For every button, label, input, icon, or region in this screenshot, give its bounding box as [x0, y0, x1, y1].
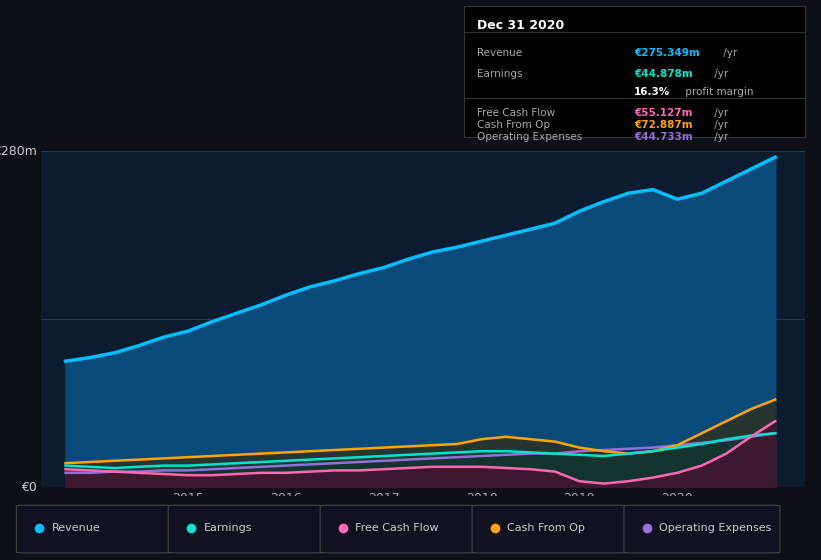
Text: €44.878m: €44.878m — [635, 69, 693, 79]
Text: Cash From Op: Cash From Op — [478, 120, 551, 130]
Text: /yr: /yr — [710, 132, 727, 142]
FancyBboxPatch shape — [168, 505, 324, 553]
Text: €0: €0 — [21, 480, 37, 494]
Text: Cash From Op: Cash From Op — [507, 523, 585, 533]
FancyBboxPatch shape — [16, 505, 172, 553]
Text: Revenue: Revenue — [478, 48, 523, 58]
Text: Operating Expenses: Operating Expenses — [659, 523, 772, 533]
Text: Revenue: Revenue — [52, 523, 100, 533]
Text: €280m: €280m — [0, 144, 37, 158]
Text: Earnings: Earnings — [204, 523, 252, 533]
Text: €72.887m: €72.887m — [635, 120, 693, 130]
Text: profit margin: profit margin — [682, 87, 754, 97]
Text: Dec 31 2020: Dec 31 2020 — [478, 18, 565, 32]
Text: /yr: /yr — [710, 69, 727, 79]
Text: /yr: /yr — [720, 48, 737, 58]
FancyBboxPatch shape — [472, 505, 628, 553]
Text: €55.127m: €55.127m — [635, 108, 693, 118]
Text: €44.733m: €44.733m — [635, 132, 693, 142]
Text: Operating Expenses: Operating Expenses — [478, 132, 583, 142]
Text: 16.3%: 16.3% — [635, 87, 671, 97]
Text: Earnings: Earnings — [478, 69, 523, 79]
Text: /yr: /yr — [710, 120, 727, 130]
FancyBboxPatch shape — [624, 505, 780, 553]
Text: /yr: /yr — [710, 108, 727, 118]
Text: Free Cash Flow: Free Cash Flow — [478, 108, 556, 118]
Text: €275.349m: €275.349m — [635, 48, 700, 58]
FancyBboxPatch shape — [320, 505, 476, 553]
Text: Free Cash Flow: Free Cash Flow — [355, 523, 439, 533]
